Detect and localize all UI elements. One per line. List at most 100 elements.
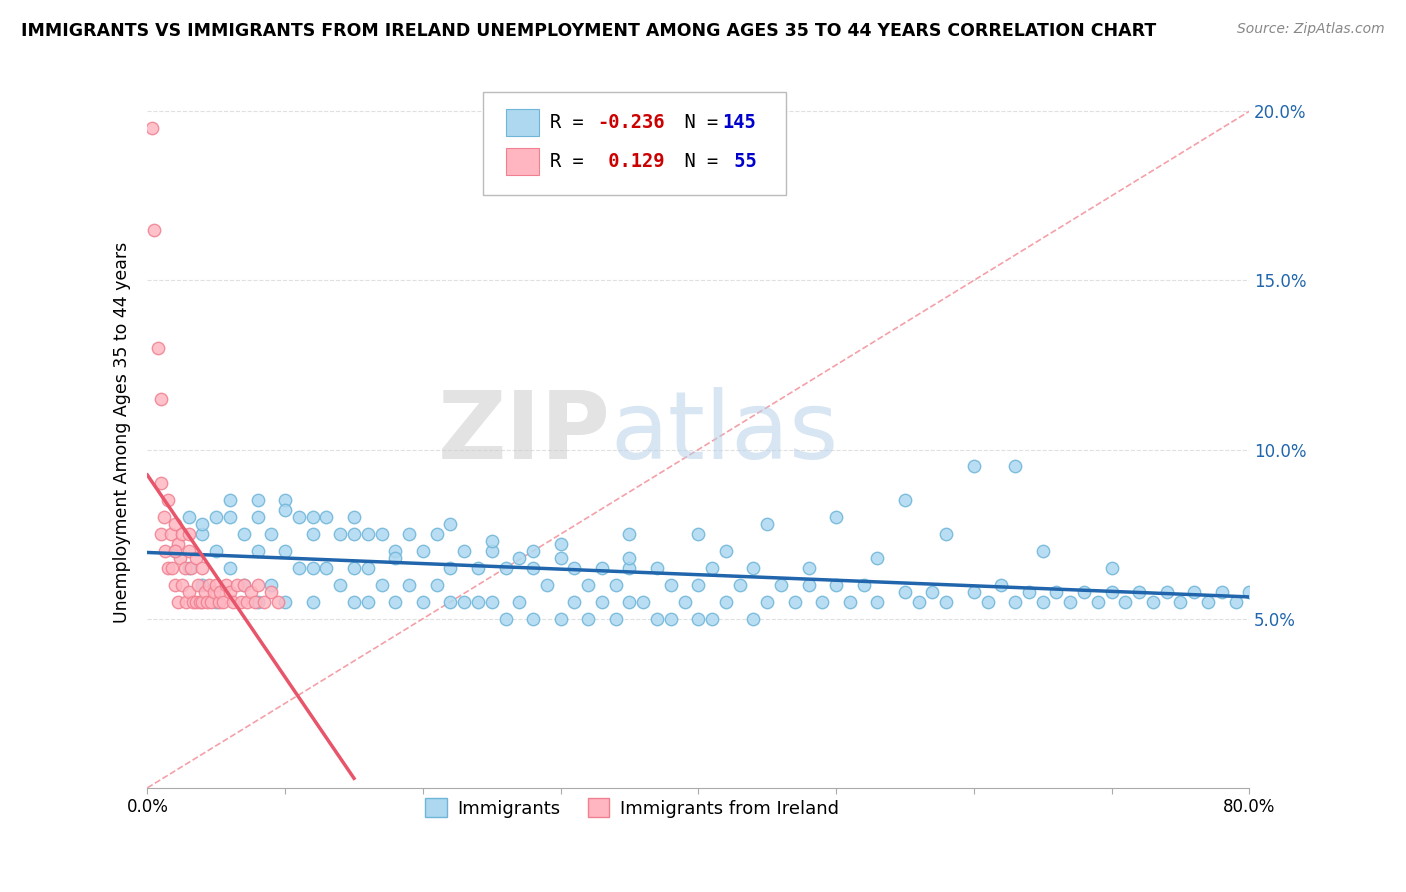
Point: [232, 578, 254, 592]
Point: [631, 595, 654, 609]
Point: [315, 510, 337, 524]
Point: [343, 561, 366, 575]
Text: N =: N =: [662, 152, 730, 170]
Point: [605, 612, 627, 626]
Point: [825, 510, 848, 524]
Point: [253, 595, 276, 609]
Point: [852, 578, 875, 592]
Point: [1032, 544, 1054, 558]
Point: [714, 595, 737, 609]
Point: [866, 595, 889, 609]
Point: [398, 578, 420, 592]
Point: [619, 595, 641, 609]
Point: [1087, 595, 1109, 609]
Point: [219, 561, 242, 575]
Point: [212, 595, 235, 609]
Point: [163, 578, 186, 592]
Point: [170, 527, 193, 541]
Point: [343, 510, 366, 524]
Point: [246, 595, 269, 609]
Text: IMMIGRANTS VS IMMIGRANTS FROM IRELAND UNEMPLOYMENT AMONG AGES 35 TO 44 YEARS COR: IMMIGRANTS VS IMMIGRANTS FROM IRELAND UN…: [21, 22, 1156, 40]
Point: [177, 584, 200, 599]
Point: [184, 595, 207, 609]
Point: [990, 578, 1012, 592]
Point: [232, 527, 254, 541]
Point: [1170, 595, 1192, 609]
Point: [267, 595, 290, 609]
Point: [235, 595, 257, 609]
Point: [274, 503, 297, 517]
Point: [205, 544, 228, 558]
Point: [1101, 584, 1123, 599]
Point: [576, 612, 599, 626]
Point: [260, 527, 283, 541]
Point: [659, 612, 682, 626]
Point: [170, 578, 193, 592]
Point: [508, 595, 530, 609]
Point: [180, 561, 202, 575]
Point: [191, 516, 214, 531]
Point: [209, 584, 232, 599]
Point: [688, 612, 710, 626]
Point: [357, 527, 380, 541]
Point: [508, 550, 530, 565]
Point: [481, 533, 503, 548]
Point: [141, 121, 163, 136]
Point: [177, 527, 200, 541]
Point: [550, 550, 572, 565]
Point: [398, 527, 420, 541]
Point: [728, 578, 751, 592]
FancyBboxPatch shape: [484, 92, 786, 194]
Y-axis label: Unemployment Among Ages 35 to 44 years: Unemployment Among Ages 35 to 44 years: [114, 242, 131, 624]
Point: [177, 544, 200, 558]
Point: [222, 595, 245, 609]
Point: [260, 578, 283, 592]
Point: [315, 561, 337, 575]
Point: [143, 222, 166, 236]
Point: [239, 584, 262, 599]
Point: [173, 561, 195, 575]
Point: [412, 544, 434, 558]
Point: [200, 595, 222, 609]
Point: [714, 544, 737, 558]
Text: Source: ZipAtlas.com: Source: ZipAtlas.com: [1237, 22, 1385, 37]
Point: [426, 527, 449, 541]
Point: [191, 527, 214, 541]
Point: [205, 510, 228, 524]
Point: [166, 537, 188, 551]
Point: [439, 561, 461, 575]
Point: [1073, 584, 1095, 599]
Point: [1032, 595, 1054, 609]
Point: [688, 578, 710, 592]
Point: [797, 561, 820, 575]
Point: [384, 544, 406, 558]
Point: [1142, 595, 1164, 609]
Text: -0.236: -0.236: [598, 113, 665, 132]
Point: [1004, 595, 1026, 609]
Point: [495, 561, 517, 575]
Point: [163, 544, 186, 558]
Point: [160, 561, 183, 575]
Point: [412, 595, 434, 609]
Point: [976, 595, 998, 609]
Point: [274, 544, 297, 558]
Point: [522, 612, 544, 626]
Point: [481, 544, 503, 558]
Point: [177, 561, 200, 575]
Point: [194, 584, 217, 599]
Point: [274, 493, 297, 508]
Point: [174, 595, 197, 609]
Point: [1128, 584, 1150, 599]
Point: [246, 493, 269, 508]
Point: [1101, 561, 1123, 575]
Point: [370, 527, 392, 541]
Point: [288, 561, 311, 575]
Point: [619, 561, 641, 575]
Point: [229, 595, 252, 609]
Point: [963, 584, 986, 599]
Point: [1197, 595, 1219, 609]
Point: [963, 459, 986, 474]
Point: [219, 584, 242, 599]
Point: [219, 493, 242, 508]
Point: [150, 476, 173, 491]
